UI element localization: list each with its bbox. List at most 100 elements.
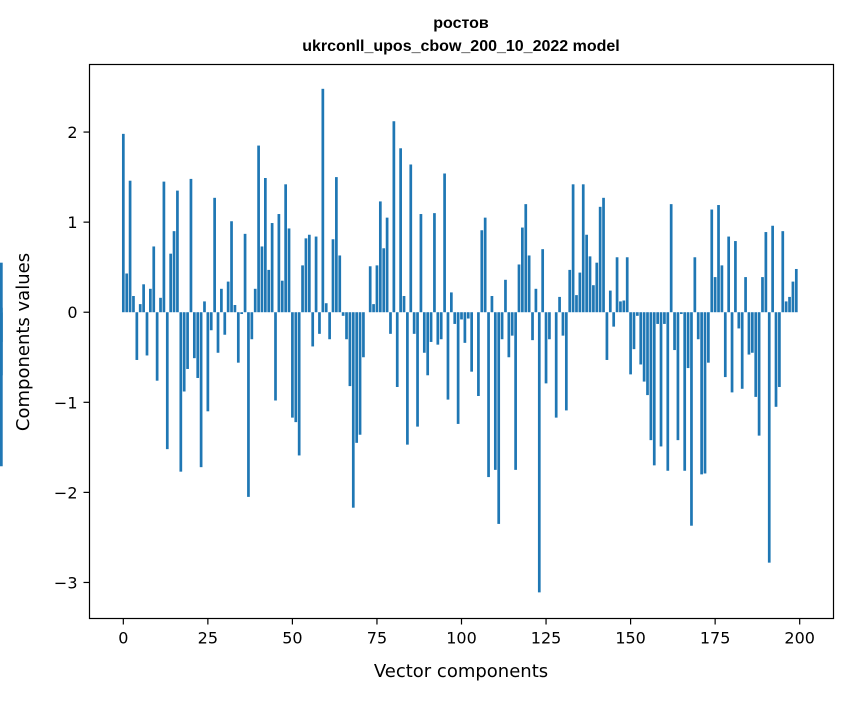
bar-component-118 — [521, 227, 524, 313]
bar-component-26 — [209, 312, 213, 331]
bar-component-59 — [321, 88, 325, 313]
x-tick-label: 100 — [446, 629, 477, 648]
bar-component-108 — [487, 312, 490, 478]
bar-component-1 — [125, 273, 129, 313]
bar-component-32 — [230, 221, 233, 313]
bar-component-98 — [453, 312, 457, 324]
plot-area-frame — [88, 63, 835, 620]
bar-component-78 — [385, 217, 389, 313]
bar-component-22 — [196, 312, 200, 378]
bar-component-157 — [652, 312, 656, 466]
bar-component-34 — [236, 312, 240, 363]
bar-component-38 — [250, 312, 254, 340]
bar-component-179 — [727, 236, 731, 313]
bar-component-undefined — [0, 307, 3, 313]
bar-component-114 — [507, 312, 511, 358]
bar-component-56 — [311, 312, 315, 347]
bar-component-185 — [747, 312, 751, 355]
bar-component-186 — [750, 312, 754, 353]
bar-component-123 — [537, 312, 541, 593]
y-tick-label: 1 — [67, 213, 77, 232]
bar-component-15 — [172, 231, 176, 313]
bar-component-85 — [409, 164, 413, 313]
bar-component-142 — [602, 197, 605, 313]
bar-component-172 — [703, 312, 707, 474]
y-tick-label: −1 — [54, 393, 78, 412]
bar-component-4 — [135, 312, 139, 360]
bar-component-77 — [382, 248, 386, 313]
bar-component-27 — [213, 197, 216, 313]
chart-title-line1: ростов — [433, 15, 489, 32]
x-tick-label: 0 — [118, 629, 128, 648]
bar-component-182 — [737, 312, 741, 329]
bar-component-40 — [257, 145, 260, 313]
bar-component-90 — [426, 312, 430, 376]
bar-component-145 — [612, 312, 616, 327]
bar-component-144 — [608, 290, 612, 313]
bar-component-117 — [517, 264, 521, 313]
y-axis-ticks: −3 −2 −1 0 1 2 — [54, 123, 90, 592]
bar-component-188 — [757, 312, 761, 436]
bar-component-197 — [788, 296, 791, 313]
bar-component-71 — [362, 312, 365, 358]
bar-component-50 — [291, 312, 294, 418]
bar-component-191 — [767, 312, 771, 563]
bar-component-187 — [754, 312, 758, 397]
bar-component-48 — [284, 184, 287, 313]
y-tick-label: 2 — [67, 123, 77, 142]
bar-component-45 — [274, 312, 277, 401]
bar-component-64 — [338, 255, 342, 313]
bar-component-54 — [304, 238, 308, 313]
bar-component-180 — [730, 312, 734, 393]
bar-component-156 — [649, 312, 653, 441]
bar-component-101 — [463, 312, 467, 343]
bar-component-111 — [497, 312, 501, 524]
x-axis-ticks: 0 25 50 75 100 125 150 175 200 — [118, 618, 815, 648]
bar-component-60 — [324, 303, 328, 313]
bar-component-10 — [155, 312, 159, 381]
bar-component-30 — [223, 312, 227, 335]
bar-component-136 — [581, 184, 585, 313]
bar-component-76 — [378, 201, 382, 313]
bar-component-159 — [659, 312, 663, 447]
bar-component-51 — [294, 312, 298, 423]
bar-component-42 — [264, 178, 267, 313]
bar-component-31 — [226, 281, 230, 313]
bar-component-93 — [436, 312, 440, 345]
bar-component-9 — [152, 246, 156, 313]
bar-component-66 — [345, 312, 348, 340]
chart-title-line2: ukrconll_upos_cbow_200_10_2022 model — [302, 38, 619, 55]
bar-component-43 — [267, 269, 271, 313]
bar-component-148 — [622, 300, 626, 313]
bar-component-109 — [490, 296, 494, 313]
bar-component-131 — [564, 312, 568, 411]
bar-component-162 — [669, 204, 673, 313]
bar-component-196 — [784, 301, 788, 313]
bar-component-138 — [588, 256, 592, 313]
bar-component-35 — [240, 312, 244, 315]
x-axis-label: Vector components — [374, 661, 548, 682]
bar-component-149 — [625, 257, 629, 313]
bar-component-82 — [399, 148, 402, 313]
bar-component-70 — [358, 312, 362, 435]
bar-component-91 — [429, 312, 433, 342]
bar-component-177 — [720, 265, 724, 313]
bar-component-153 — [639, 312, 643, 365]
x-tick-label: 75 — [367, 629, 387, 648]
bar-component-140 — [595, 262, 599, 313]
bar-component-55 — [307, 234, 311, 313]
bar-component-undefined — [0, 312, 3, 467]
bar-component-29 — [220, 288, 223, 313]
bar-component-44 — [270, 223, 274, 313]
bar-component-134 — [575, 295, 578, 313]
bar-component-170 — [696, 312, 700, 340]
bar-component-84 — [406, 312, 409, 445]
bar-component-37 — [247, 312, 250, 497]
x-tick-label: 175 — [700, 629, 731, 648]
bar-component-95 — [443, 173, 446, 313]
bar-component-176 — [717, 205, 720, 313]
bar-component-194 — [778, 312, 781, 387]
bar-component-47 — [280, 280, 284, 313]
bar-component-112 — [500, 312, 504, 340]
